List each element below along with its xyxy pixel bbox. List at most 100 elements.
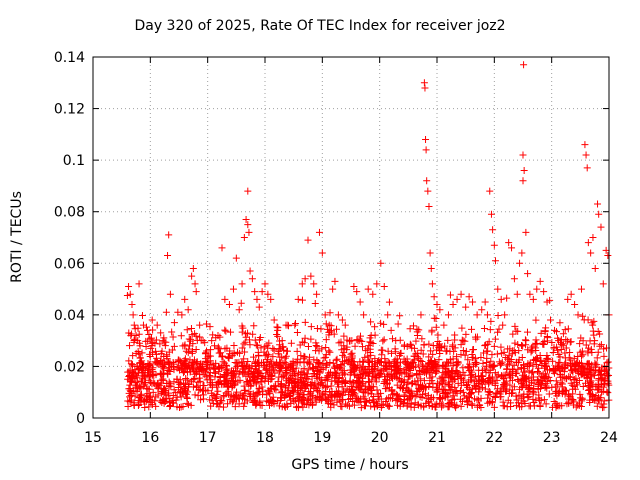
data-point (446, 291, 454, 299)
data-point (396, 384, 404, 392)
data-point (519, 177, 527, 185)
data-point (562, 359, 570, 367)
data-point (318, 391, 326, 399)
data-point (477, 353, 485, 361)
data-point (477, 372, 485, 380)
data-point (423, 363, 431, 371)
data-point (465, 363, 473, 371)
data-point (408, 380, 416, 388)
data-point (578, 363, 586, 371)
data-point (600, 397, 608, 405)
data-point (567, 290, 575, 298)
data-point (188, 331, 196, 339)
data-point (488, 351, 496, 359)
data-point (279, 343, 287, 351)
data-point (514, 365, 522, 373)
data-point (587, 249, 595, 257)
data-point (146, 350, 154, 358)
data-point (494, 328, 502, 336)
data-point (599, 404, 607, 412)
data-point (249, 353, 257, 361)
data-point (525, 367, 533, 375)
data-point (574, 353, 582, 361)
data-point (450, 347, 458, 355)
data-point (589, 390, 597, 398)
data-point (567, 362, 575, 370)
data-point (444, 368, 452, 376)
data-point (589, 234, 597, 241)
data-point (345, 391, 353, 399)
data-point (293, 403, 301, 411)
data-point (438, 344, 446, 352)
data-point (433, 400, 441, 408)
data-point (152, 382, 160, 390)
data-point (540, 396, 548, 404)
data-point (283, 347, 291, 355)
data-point (221, 295, 229, 303)
data-point (362, 347, 370, 355)
data-point (313, 324, 321, 332)
data-point (269, 396, 277, 404)
data-point (503, 403, 511, 411)
data-point (427, 347, 435, 355)
data-point (253, 391, 261, 399)
data-point (452, 361, 460, 369)
data-point (317, 366, 325, 374)
data-point (322, 336, 330, 344)
data-point (521, 336, 529, 344)
data-point (579, 337, 587, 345)
data-point (297, 368, 305, 376)
data-point (134, 401, 142, 409)
data-point (149, 349, 157, 357)
data-point (491, 381, 499, 389)
data-point (246, 267, 254, 275)
plot-frame (92, 56, 610, 419)
data-point (216, 373, 224, 381)
data-point (543, 352, 551, 360)
data-point (571, 301, 579, 309)
data-point (519, 393, 527, 401)
data-point (238, 280, 246, 288)
data-point (152, 371, 160, 379)
data-point (552, 383, 560, 391)
data-point (546, 296, 554, 304)
data-point (208, 389, 216, 397)
data-point (132, 372, 140, 380)
data-point (170, 360, 178, 368)
data-point (483, 311, 491, 319)
data-point (144, 369, 152, 377)
data-point (300, 339, 308, 347)
data-point (594, 200, 602, 208)
data-point (253, 370, 261, 378)
data-point (231, 370, 239, 378)
data-point (354, 384, 362, 392)
data-point (238, 358, 246, 366)
data-point (333, 325, 341, 333)
data-point (327, 322, 335, 330)
data-point (461, 337, 469, 345)
data-point (433, 387, 441, 395)
data-point (126, 342, 134, 350)
data-point (334, 378, 342, 386)
data-point (182, 347, 190, 355)
data-point (341, 378, 349, 386)
data-point (206, 396, 214, 404)
data-point (281, 403, 289, 411)
data-point (600, 345, 608, 353)
data-point (570, 376, 578, 384)
data-point (295, 379, 303, 387)
data-point (350, 365, 358, 373)
data-point (304, 397, 312, 405)
data-point (567, 338, 575, 346)
data-point (301, 334, 309, 342)
chart-title: Day 320 of 2025, Rate Of TEC Index for r… (134, 18, 506, 34)
data-point (184, 401, 192, 409)
data-point (217, 349, 225, 357)
data-point (516, 259, 524, 267)
data-point (513, 358, 521, 366)
data-point (306, 360, 314, 368)
data-point (189, 359, 197, 367)
data-point (590, 366, 598, 374)
data-point (485, 338, 493, 346)
data-point (289, 388, 297, 396)
